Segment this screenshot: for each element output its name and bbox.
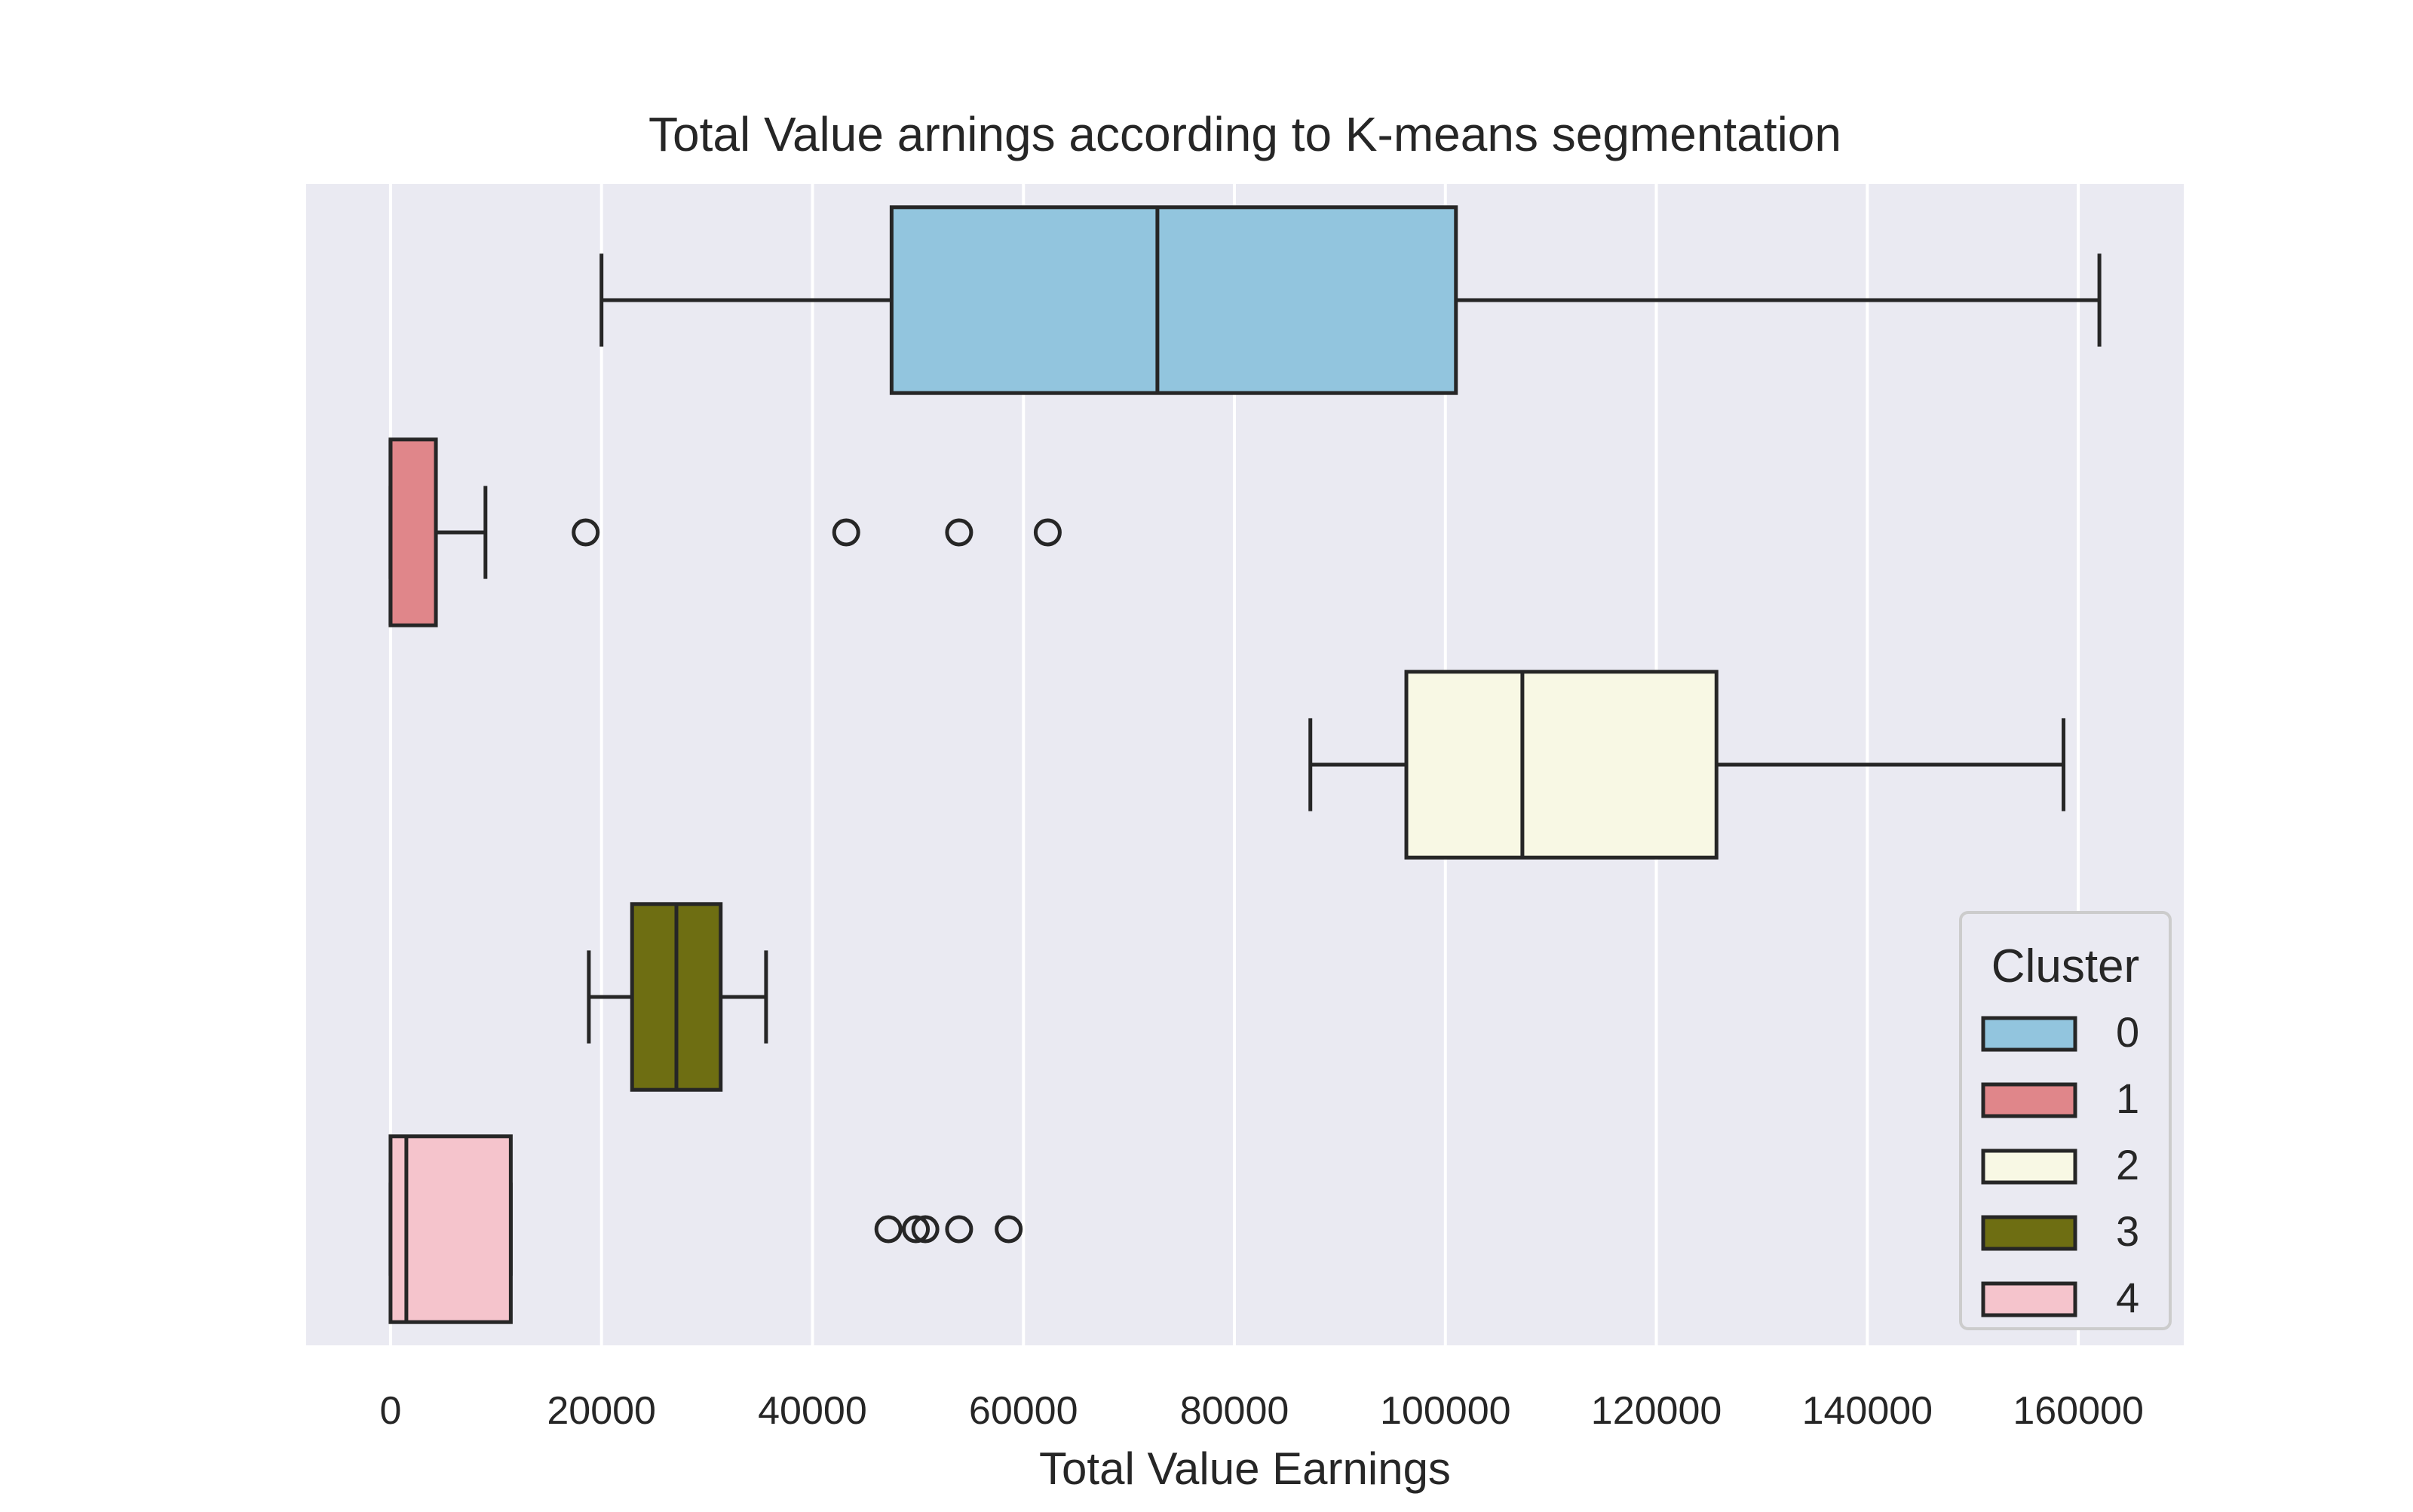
outlier-point [1033, 518, 1062, 547]
x-tick-label: 100000 [1380, 1389, 1511, 1433]
outlier-point [874, 1215, 903, 1244]
box-group-cluster-0 [599, 205, 2102, 395]
legend-label: 2 [2116, 1141, 2139, 1188]
box-series [388, 205, 2102, 1324]
legend-swatch [1981, 1215, 2077, 1251]
legend: Cluster 0 1 2 3 4 [1959, 911, 2172, 1330]
legend-item-cluster-1: 1 [1981, 1075, 2139, 1122]
legend-entries: 0 1 2 3 4 [1981, 1008, 2139, 1321]
outlier-point [945, 1215, 973, 1244]
legend-label: 1 [2116, 1075, 2139, 1122]
x-tick-label: 0 [379, 1389, 401, 1433]
legend-label: 3 [2116, 1207, 2139, 1255]
outlier-point [832, 518, 860, 547]
box-group-cluster-1 [388, 437, 1062, 627]
x-tick-label: 140000 [1802, 1389, 1933, 1433]
box-iqr [388, 1134, 513, 1324]
box-iqr [1404, 670, 1719, 860]
legend-swatch [1981, 1281, 2077, 1317]
legend-item-cluster-2: 2 [1981, 1141, 2139, 1188]
x-axis-label: Total Value Earnings [1039, 1443, 1451, 1494]
outlier-point [572, 518, 600, 547]
legend-label: 4 [2116, 1274, 2139, 1321]
legend-title: Cluster [1991, 940, 2139, 992]
legend-swatch [1981, 1149, 2077, 1185]
legend-label: 0 [2116, 1008, 2139, 1056]
outlier-point [945, 518, 973, 547]
box-group-cluster-3 [587, 902, 768, 1092]
x-tick-label: 60000 [969, 1389, 1078, 1433]
x-axis-ticks: 0 20000 40000 60000 80000 100000 120000 140000 1… [379, 1389, 2143, 1433]
legend-swatch [1981, 1082, 2077, 1118]
chart-title: Total Value arnings according to K-means… [648, 107, 1841, 161]
x-tick-label: 40000 [758, 1389, 867, 1433]
x-tick-label: 80000 [1180, 1389, 1289, 1433]
legend-item-cluster-4: 4 [1981, 1274, 2139, 1321]
x-tick-label: 20000 [547, 1389, 656, 1433]
outlier-point [911, 1215, 940, 1244]
legend-swatch [1981, 1016, 2077, 1052]
box-iqr [388, 437, 438, 627]
x-tick-label: 160000 [2013, 1389, 2144, 1433]
legend-item-cluster-3: 3 [1981, 1207, 2139, 1255]
outlier-point [902, 1215, 931, 1244]
box-group-cluster-2 [1308, 670, 2066, 860]
outlier-point [995, 1215, 1023, 1244]
box-iqr [889, 205, 1458, 395]
legend-item-cluster-0: 0 [1981, 1008, 2139, 1056]
x-tick-label: 120000 [1591, 1389, 1722, 1433]
box-group-cluster-4 [388, 1134, 1023, 1324]
